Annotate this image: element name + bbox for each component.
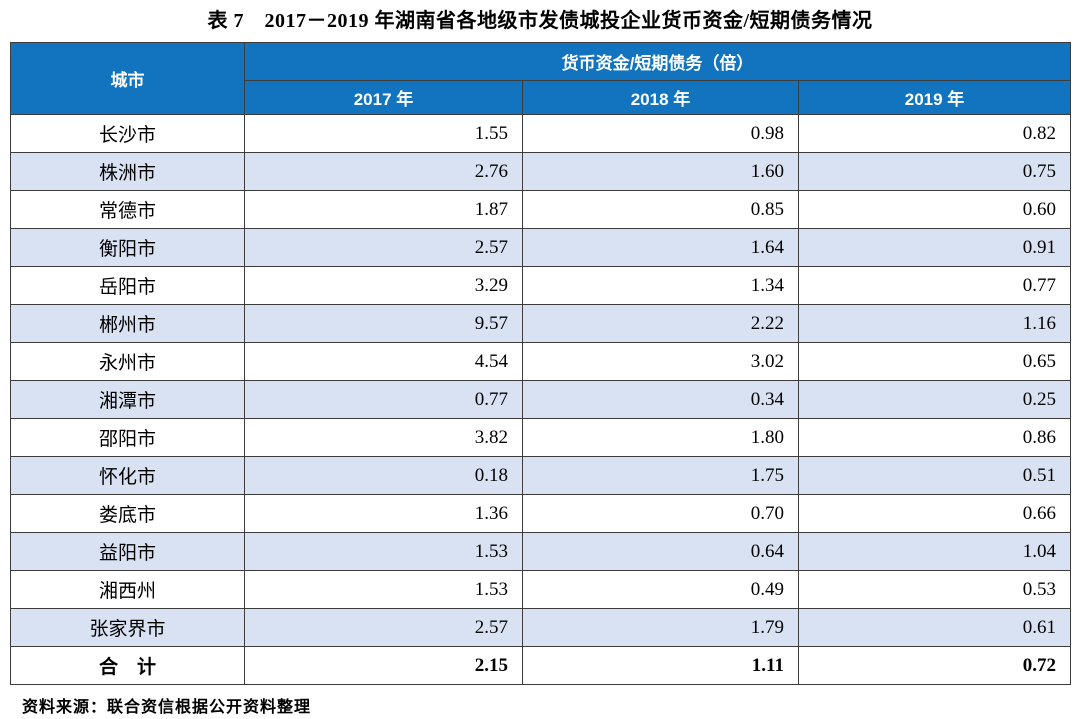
table-row: 郴州市 9.57 2.22 1.16 [10,304,1072,343]
value-cell: 2.76 [244,152,523,191]
value-cell: 1.53 [244,570,523,609]
table-header: 城市 货币资金/短期债务（倍） 2017 年 2018 年 2019 年 [10,42,1072,115]
value-cell: 1.16 [797,304,1072,343]
table-row: 永州市 4.54 3.02 0.65 [10,342,1072,381]
city-cell: 株洲市 [10,152,245,191]
city-cell: 常德市 [10,190,245,229]
year-header: 2017 年 [244,80,523,115]
group-header-ratio: 货币资金/短期债务（倍） [243,42,1072,81]
year-header: 2019 年 [797,80,1072,115]
value-cell: 0.25 [797,380,1072,419]
value-cell: 0.82 [797,114,1072,153]
value-cell: 1.60 [522,152,799,191]
city-cell: 娄底市 [10,494,245,533]
city-cell: 湘西州 [10,570,245,609]
city-debt-table: 城市 货币资金/短期债务（倍） 2017 年 2018 年 2019 年 长沙市 1.… [10,42,1072,685]
table-row: 湘西州 1.53 0.49 0.53 [10,570,1072,609]
value-cell: 0.77 [797,266,1072,305]
table-row: 张家界市 2.57 1.79 0.61 [10,608,1072,647]
year-header: 2018 年 [522,80,799,115]
city-cell: 衡阳市 [10,228,245,267]
value-cell: 0.60 [797,190,1072,229]
city-cell: 益阳市 [10,532,245,571]
table-row: 益阳市 1.53 0.64 1.04 [10,532,1072,571]
total-row: 合 计 2.15 1.11 0.72 [10,646,1072,685]
header-row-years: 2017 年 2018 年 2019 年 [11,80,1072,115]
table-row: 株洲市 2.76 1.60 0.75 [10,152,1072,191]
value-cell: 0.75 [797,152,1072,191]
table-row: 常德市 1.87 0.85 0.60 [10,190,1072,229]
value-cell: 2.57 [244,228,523,267]
value-cell: 2.22 [522,304,799,343]
city-cell: 岳阳市 [10,266,245,305]
table-row: 娄底市 1.36 0.70 0.66 [10,494,1072,533]
table-row: 衡阳市 2.57 1.64 0.91 [10,228,1072,267]
value-cell: 0.34 [522,380,799,419]
city-cell: 张家界市 [10,608,245,647]
value-cell: 4.54 [244,342,523,381]
city-cell: 郴州市 [10,304,245,343]
value-cell: 1.87 [244,190,523,229]
table-row: 怀化市 0.18 1.75 0.51 [10,456,1072,495]
table-row: 长沙市 1.55 0.98 0.82 [10,114,1072,153]
city-cell: 怀化市 [10,456,245,495]
value-cell: 0.53 [797,570,1072,609]
total-value-cell: 1.11 [522,646,799,685]
value-cell: 1.34 [522,266,799,305]
value-cell: 0.91 [797,228,1072,267]
value-cell: 1.55 [244,114,523,153]
value-cell: 1.36 [244,494,523,533]
value-cell: 0.65 [797,342,1072,381]
value-cell: 1.64 [522,228,799,267]
value-cell: 0.98 [522,114,799,153]
value-cell: 0.86 [797,418,1072,457]
value-cell: 0.18 [244,456,523,495]
value-cell: 0.70 [522,494,799,533]
city-cell: 永州市 [10,342,245,381]
value-cell: 1.79 [522,608,799,647]
table-row: 湘潭市 0.77 0.34 0.25 [10,380,1072,419]
value-cell: 0.85 [522,190,799,229]
corner-header-city: 城市 [10,42,245,115]
value-cell: 0.77 [244,380,523,419]
table-body: 长沙市 1.55 0.98 0.82 株洲市 2.76 1.60 0.75 常德市 1.87 0.8… [10,114,1072,685]
city-cell: 长沙市 [10,114,245,153]
total-value-cell: 2.15 [244,646,523,685]
value-cell: 3.02 [522,342,799,381]
value-cell: 1.80 [522,418,799,457]
value-cell: 9.57 [244,304,523,343]
total-label-cell: 合 计 [10,646,245,685]
header-row-group: 城市 货币资金/短期债务（倍） [10,42,1072,115]
value-cell: 0.51 [797,456,1072,495]
value-cell: 1.53 [244,532,523,571]
table-row: 岳阳市 3.29 1.34 0.77 [10,266,1072,305]
source-note: 资料来源：联合资信根据公开资料整理 [22,699,312,716]
value-cell: 3.82 [244,418,523,457]
value-cell: 1.04 [797,532,1072,571]
value-cell: 0.64 [522,532,799,571]
table-row: 邵阳市 3.82 1.80 0.86 [10,418,1072,457]
value-cell: 0.66 [797,494,1072,533]
city-cell: 湘潭市 [10,380,245,419]
value-cell: 2.57 [244,608,523,647]
table-title: 表 7 2017－2019 年湖南省各地级市发债城投企业货币资金/短期债务情况 [207,10,873,32]
value-cell: 3.29 [244,266,523,305]
value-cell: 0.49 [522,570,799,609]
value-cell: 1.75 [522,456,799,495]
value-cell: 0.61 [797,608,1072,647]
total-value-cell: 0.72 [797,646,1072,685]
city-cell: 邵阳市 [10,418,245,457]
